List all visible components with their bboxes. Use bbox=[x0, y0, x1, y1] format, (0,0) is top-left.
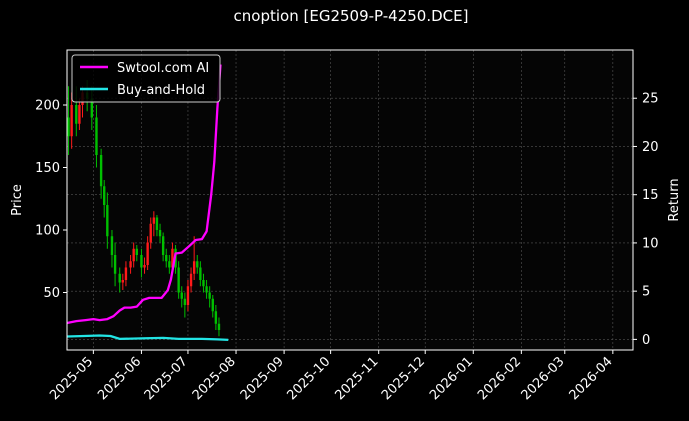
candle-body bbox=[75, 105, 78, 124]
candle-body bbox=[217, 323, 221, 330]
legend-box bbox=[71, 54, 221, 103]
candle-body bbox=[70, 105, 73, 137]
candle-body bbox=[110, 236, 114, 255]
y-axis-left: 50 100 150 200 bbox=[35, 99, 67, 301]
candle-body bbox=[186, 286, 190, 305]
candle-body bbox=[168, 261, 171, 268]
candle-body bbox=[124, 267, 128, 280]
legend-label-strategy: Swtool.com AI bbox=[117, 61, 209, 76]
y-axis-title: Price bbox=[10, 184, 25, 216]
candle-body bbox=[143, 265, 146, 268]
legend: Swtool.com AI Buy-and-Hold bbox=[71, 54, 221, 103]
y2-tick-label: 10 bbox=[642, 236, 659, 251]
series-line-strategy bbox=[66, 64, 222, 325]
candle-body bbox=[121, 280, 125, 283]
candle-body bbox=[165, 255, 168, 262]
candle-body bbox=[146, 242, 149, 265]
candle-body bbox=[192, 261, 196, 274]
y2-tick-label: 25 bbox=[642, 92, 659, 107]
candle-body bbox=[152, 217, 156, 224]
y2-tick-label: 0 bbox=[642, 333, 650, 348]
candle-body bbox=[189, 273, 193, 287]
candle-body bbox=[171, 248, 174, 268]
chart-title: cnoption [EG2509-P-4250.DCE] bbox=[234, 7, 469, 25]
candle-body bbox=[78, 105, 81, 124]
candle-body bbox=[106, 205, 109, 237]
candle-body bbox=[183, 298, 187, 305]
candle-body bbox=[208, 292, 211, 299]
series-line-buy-hold bbox=[66, 334, 229, 342]
candle-body bbox=[129, 261, 132, 268]
y2-tick-label: 15 bbox=[642, 188, 659, 203]
y-tick-label: 50 bbox=[43, 286, 60, 301]
candle-body bbox=[113, 255, 117, 274]
candle-body bbox=[158, 230, 162, 237]
grid bbox=[67, 50, 633, 350]
candle-body bbox=[140, 255, 143, 268]
y-tick-label: 100 bbox=[35, 224, 60, 239]
y-axis-right: 0 5 10 15 20 25 bbox=[633, 92, 659, 348]
candle-body bbox=[211, 298, 214, 312]
candle-body bbox=[196, 261, 199, 268]
candle-body bbox=[135, 248, 138, 255]
candle-body bbox=[214, 311, 218, 324]
y2-axis-title: Return bbox=[667, 178, 682, 221]
candle-body bbox=[199, 267, 202, 280]
candle-body bbox=[155, 217, 159, 230]
candle-body bbox=[95, 117, 98, 155]
candle-body bbox=[67, 117, 70, 137]
candle-body bbox=[118, 273, 121, 283]
candle-body bbox=[90, 98, 94, 118]
candle-body bbox=[161, 236, 165, 255]
candle-body bbox=[202, 280, 205, 287]
series-lines bbox=[66, 64, 229, 342]
candle-body bbox=[149, 223, 152, 243]
y2-tick-label: 5 bbox=[642, 285, 650, 300]
y2-tick-label: 20 bbox=[642, 140, 659, 155]
candle-body bbox=[177, 267, 180, 293]
candle-body bbox=[99, 155, 103, 187]
legend-label-buy-hold: Buy-and-Hold bbox=[117, 83, 205, 98]
y-tick-label: 150 bbox=[35, 161, 60, 176]
y-tick-label: 200 bbox=[35, 99, 60, 114]
candle-body bbox=[205, 286, 208, 293]
plot-frame bbox=[66, 49, 634, 351]
candle-body bbox=[132, 248, 135, 262]
candle-body bbox=[103, 186, 106, 205]
candle-body bbox=[180, 292, 183, 299]
